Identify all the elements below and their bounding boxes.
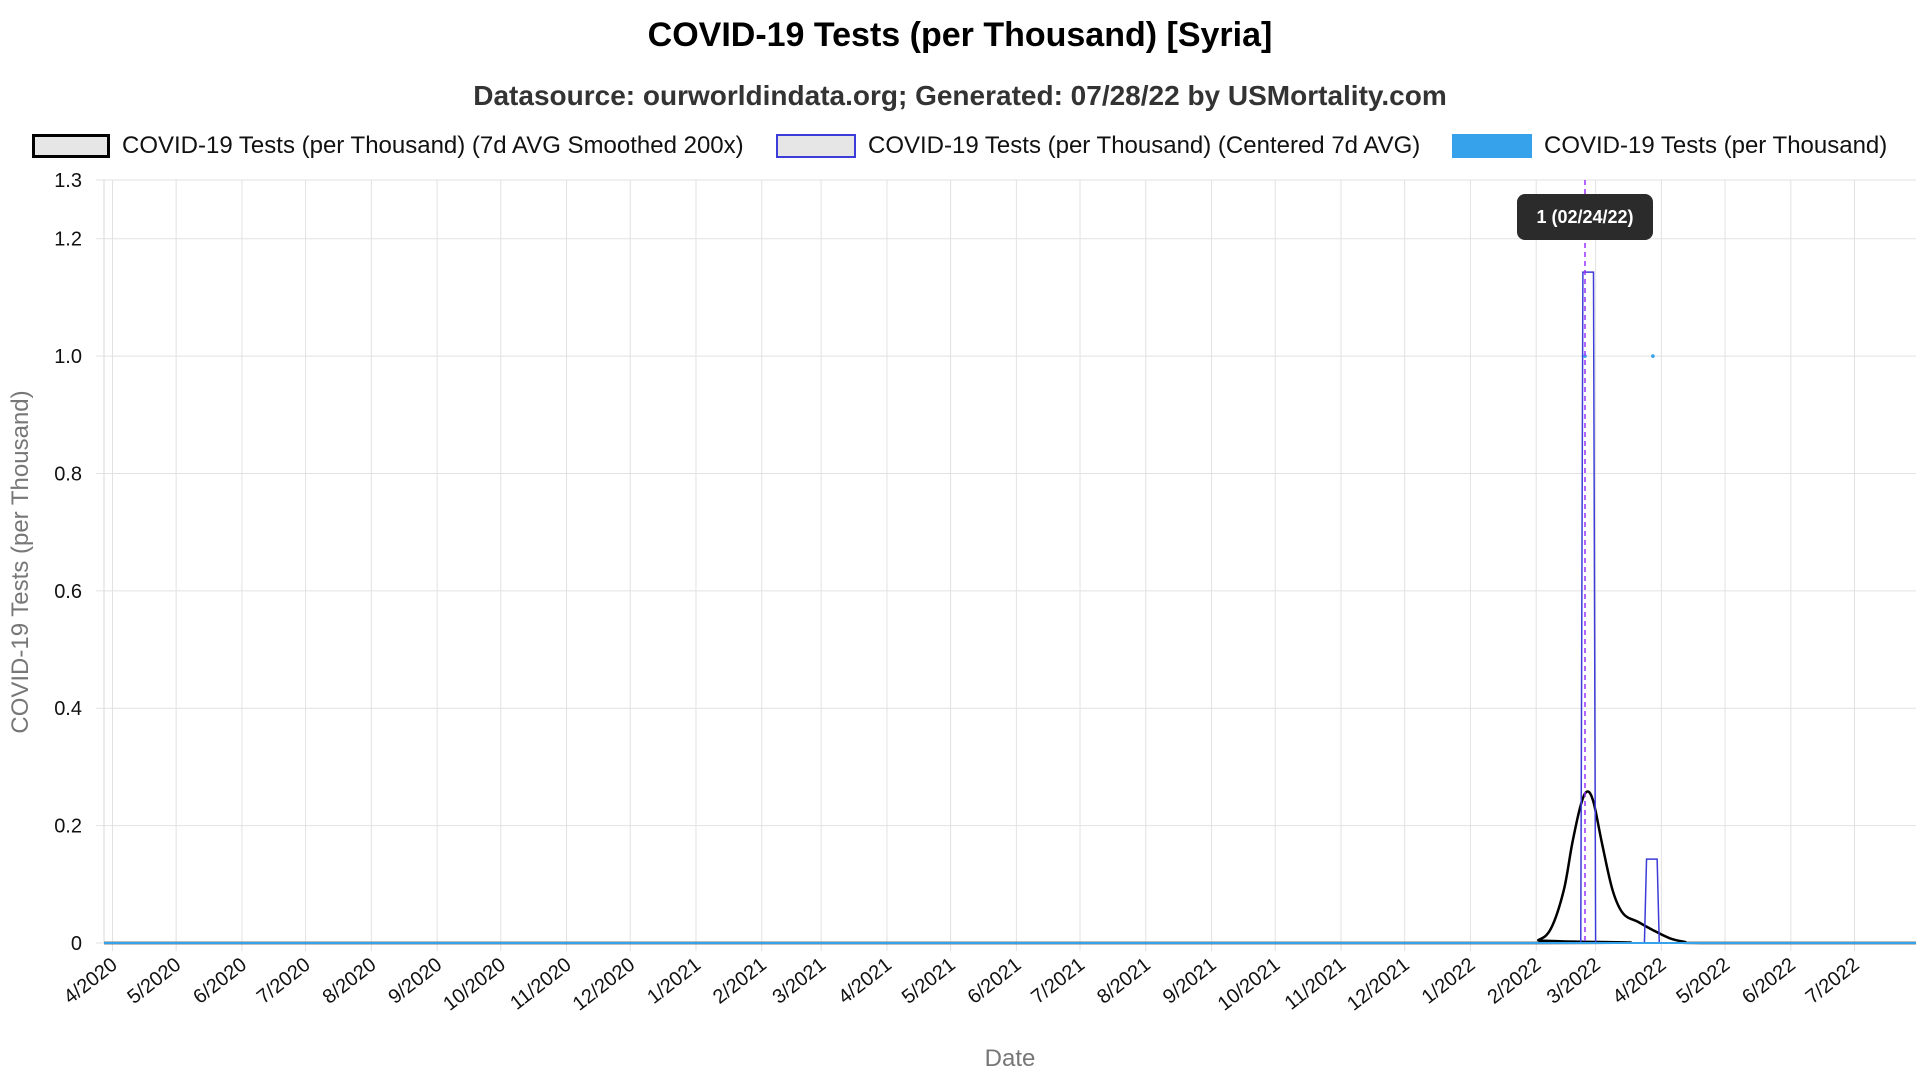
x-tick-label: 11/2020 <box>506 954 575 1015</box>
y-tick-label: 0.6 <box>54 581 82 603</box>
x-tick-label: 10/2021 <box>1214 954 1285 1016</box>
x-tick-label: 1/2022 <box>1418 954 1480 1009</box>
x-tick-label: 2/2021 <box>709 954 771 1009</box>
x-tick-label: 7/2021 <box>1027 954 1089 1009</box>
x-tick-label: 4/2022 <box>1609 954 1671 1009</box>
x-axis-title: Date <box>985 1045 1036 1072</box>
x-tick-label: 5/2021 <box>898 954 960 1009</box>
legend-swatch-raw <box>1452 134 1532 158</box>
x-tick-label: 3/2021 <box>768 954 830 1009</box>
x-tick-label: 7/2020 <box>253 954 315 1009</box>
x-tick-label: 3/2022 <box>1543 954 1605 1009</box>
y-axis-title: COVID-19 Tests (per Thousand) <box>7 390 34 733</box>
x-tick-label: 6/2021 <box>964 954 1026 1009</box>
x-tick-label: 5/2022 <box>1672 954 1734 1009</box>
x-tick-label: 6/2022 <box>1738 954 1800 1009</box>
x-tick-label: 9/2021 <box>1159 954 1221 1009</box>
x-tick-label: 8/2020 <box>319 954 381 1009</box>
y-tick-label: 1.3 <box>54 170 82 192</box>
legend-item-centered[interactable]: COVID-19 Tests (per Thousand) (Centered … <box>776 130 1420 162</box>
x-tick-label: 2/2022 <box>1484 954 1546 1009</box>
chart-title: COVID-19 Tests (per Thousand) [Syria] <box>647 16 1273 54</box>
x-tick-label: 6/2020 <box>189 954 251 1009</box>
y-tick-label: 1.0 <box>54 346 82 368</box>
x-tick-label: 5/2020 <box>123 954 185 1009</box>
series-smoothed-line <box>103 790 1916 945</box>
x-tick-label: 8/2021 <box>1093 954 1155 1009</box>
x-tick-label: 4/2021 <box>834 954 896 1009</box>
x-tick-label: 4/2020 <box>60 954 122 1009</box>
x-tick-label: 12/2021 <box>1343 954 1414 1016</box>
series-raw-point <box>1583 354 1587 358</box>
y-tick-label: 0.4 <box>54 698 82 720</box>
legend-swatch-smoothed <box>32 134 110 158</box>
legend-item-smoothed[interactable]: COVID-19 Tests (per Thousand) (7d AVG Sm… <box>32 130 744 162</box>
legend-label-raw: COVID-19 Tests (per Thousand) <box>1544 132 1888 159</box>
x-tick-label: 9/2020 <box>384 954 446 1009</box>
y-tick-label: 0.8 <box>54 463 82 485</box>
legend-item-raw[interactable]: COVID-19 Tests (per Thousand) <box>1452 130 1887 162</box>
y-tick-label: 0.2 <box>54 816 82 838</box>
x-tick-label: 12/2020 <box>569 954 640 1016</box>
legend: COVID-19 Tests (per Thousand) (7d AVG Sm… <box>0 130 1920 162</box>
series-centered-line <box>104 271 1916 944</box>
y-tick-label: 1.2 <box>54 229 82 251</box>
chart-subtitle: Datasource: ourworldindata.org; Generate… <box>473 80 1447 111</box>
series-raw-point <box>1651 354 1655 358</box>
x-tick-label: 7/2022 <box>1802 954 1864 1009</box>
x-tick-label: 11/2021 <box>1281 954 1350 1015</box>
data-tooltip: 1 (02/24/22) <box>1517 194 1653 240</box>
legend-label-centered: COVID-19 Tests (per Thousand) (Centered … <box>868 132 1421 159</box>
legend-label-smoothed: COVID-19 Tests (per Thousand) (7d AVG Sm… <box>122 132 744 159</box>
y-tick-label: 0 <box>71 933 82 955</box>
x-tick-label: 1/2021 <box>643 954 705 1009</box>
x-tick-label: 10/2020 <box>439 954 510 1016</box>
legend-swatch-centered <box>776 134 856 158</box>
